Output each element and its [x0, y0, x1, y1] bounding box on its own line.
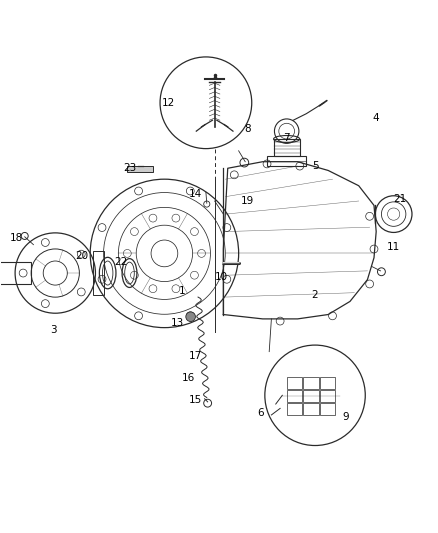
Bar — [0, 262, 31, 284]
Bar — [287, 377, 302, 389]
Text: 2: 2 — [312, 290, 318, 300]
Text: 21: 21 — [394, 194, 407, 204]
Bar — [303, 403, 318, 415]
Bar — [274, 139, 300, 157]
Text: 23: 23 — [123, 163, 136, 173]
Bar — [303, 377, 318, 389]
Bar — [127, 166, 152, 172]
Text: 11: 11 — [387, 242, 400, 252]
Bar — [303, 390, 318, 402]
Text: 5: 5 — [312, 161, 318, 171]
Text: 14: 14 — [188, 189, 201, 199]
Text: 18: 18 — [9, 233, 23, 243]
Bar — [287, 390, 302, 402]
Text: 10: 10 — [215, 272, 228, 282]
Text: 17: 17 — [188, 351, 201, 361]
Circle shape — [186, 312, 195, 321]
Text: 6: 6 — [257, 408, 264, 418]
Bar — [267, 157, 306, 166]
Bar — [320, 377, 335, 389]
Text: 22: 22 — [114, 257, 127, 267]
Text: 3: 3 — [50, 325, 57, 335]
Text: 1: 1 — [179, 286, 185, 295]
Text: 13: 13 — [171, 318, 184, 328]
Text: 16: 16 — [182, 373, 195, 383]
Bar — [320, 403, 335, 415]
Text: 4: 4 — [373, 113, 379, 123]
Bar — [93, 251, 104, 295]
Text: 20: 20 — [75, 251, 88, 261]
Text: 12: 12 — [162, 98, 175, 108]
Bar — [320, 390, 335, 402]
Text: 19: 19 — [241, 196, 254, 206]
Text: 7: 7 — [283, 133, 290, 143]
Text: 15: 15 — [188, 394, 201, 405]
Bar — [287, 403, 302, 415]
Text: 8: 8 — [244, 124, 251, 134]
Text: 9: 9 — [343, 412, 349, 422]
